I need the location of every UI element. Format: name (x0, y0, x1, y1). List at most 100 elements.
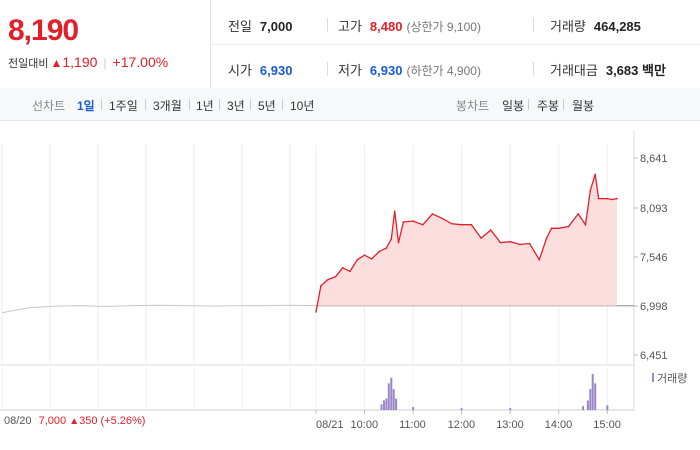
data-point (385, 247, 388, 249)
divider (145, 99, 146, 110)
prev-date: 08/20 (4, 415, 32, 427)
divider (533, 62, 534, 76)
tab-5years[interactable]: 5년 (258, 99, 276, 113)
data-point (594, 173, 596, 176)
volume-bar (606, 405, 609, 411)
data-point (371, 258, 373, 260)
change-value: 1,190 (62, 54, 98, 70)
data-point (597, 197, 600, 200)
tab-3years[interactable]: 3년 (227, 99, 245, 113)
volume-bar (392, 389, 395, 410)
x-tick-label: 12:00 (448, 419, 476, 431)
volume-bar (390, 377, 393, 410)
y-tick-label: 6,998 (640, 301, 668, 313)
candle-chart-label: 봉차트 (456, 99, 490, 113)
y-tick-label: 8,093 (640, 203, 668, 215)
divider (250, 99, 251, 110)
data-point (363, 254, 366, 256)
y-tick-label: 8,641 (640, 153, 668, 165)
tab-daily-candle[interactable]: 일봉 (502, 99, 525, 113)
quote-header: 8,190 전일대비 ▲1,190 | +17.00% 전일 7,000 시가 6,930… (0, 0, 700, 89)
tab-monthly-candle[interactable]: 월봉 (572, 99, 595, 113)
x-tick-label: 10:00 (351, 419, 379, 431)
prev-change: 350 (79, 415, 98, 427)
data-point (393, 210, 396, 212)
x-tick-label: 13:00 (496, 419, 524, 431)
data-point (356, 258, 359, 261)
data-point (589, 189, 592, 192)
volume-legend-label: 거래량 (657, 372, 687, 385)
current-price: 8,190 (8, 14, 79, 47)
tab-10years[interactable]: 10년 (290, 99, 315, 113)
stat-open: 시가 6,930 (228, 63, 293, 78)
x-tick-label: 14:00 (545, 419, 573, 431)
divider: | (103, 56, 107, 70)
stat-low: 저가 6,930 (하한가 4,900) (338, 63, 481, 78)
prev-change-percent: (+5.26%) (100, 415, 146, 427)
data-point (334, 276, 337, 278)
x-tick-label: 15:00 (593, 419, 621, 431)
divider (327, 18, 328, 32)
line-chart-label: 선차트 (32, 99, 66, 113)
header-divider (211, 44, 700, 45)
data-point (470, 223, 473, 226)
change-percent: +17.00% (112, 54, 169, 70)
change-row: 전일대비 ▲1,190 | +17.00% (8, 54, 168, 71)
data-point (550, 227, 553, 230)
tab-weekly-candle[interactable]: 주봉 (537, 99, 560, 113)
y-tick-label: 6,451 (640, 350, 668, 362)
stat-volume: 거래량 464,285 (550, 19, 641, 34)
data-point (327, 278, 329, 281)
data-point (611, 198, 613, 201)
data-point (441, 217, 444, 220)
volume-bar (395, 398, 398, 410)
data-point (490, 229, 492, 231)
divider (533, 18, 534, 32)
tab-1week[interactable]: 1주일 (109, 99, 138, 113)
data-point (499, 241, 502, 244)
tab-1year[interactable]: 1년 (196, 99, 214, 113)
change-label: 전일대비 (8, 58, 49, 70)
price-line (315, 174, 618, 313)
tab-3months[interactable]: 3개월 (153, 99, 182, 113)
volume-bar (412, 407, 415, 410)
volume-bar (460, 408, 463, 410)
data-point (545, 237, 548, 239)
data-point (315, 311, 317, 313)
data-point (402, 221, 405, 223)
volume-bar (385, 398, 388, 410)
data-point (378, 250, 380, 253)
divider (219, 99, 220, 110)
divider (327, 62, 328, 76)
data-point (412, 220, 414, 222)
divider (528, 99, 529, 110)
data-point (538, 258, 541, 261)
divider (282, 99, 283, 110)
data-point (397, 241, 400, 244)
data-point (390, 238, 393, 240)
up-arrow-icon: ▲ (50, 56, 63, 70)
x-tick-label: 08/21 (316, 419, 344, 431)
volume-bar (383, 400, 385, 410)
prev-day-line (1, 304, 317, 314)
data-point (480, 237, 482, 239)
volume-bar (589, 389, 592, 410)
y-tick-label: 7,546 (640, 252, 668, 264)
prev-day-summary: 08/20 7,000 ▲350 (+5.26%) (4, 415, 145, 427)
volume-bar (509, 408, 512, 410)
data-point (422, 223, 424, 226)
divider (101, 99, 102, 110)
data-point (341, 267, 344, 269)
data-point (519, 243, 521, 246)
volume-legend-swatch (652, 373, 654, 382)
stat-high: 고가 8,480 (상한가 9,100) (338, 19, 481, 34)
volume-bar (586, 400, 589, 410)
stat-prev-close: 전일 7,000 (228, 19, 293, 34)
volume-bar (582, 406, 584, 410)
price-box: 8,190 전일대비 ▲1,190 | +17.00% (0, 0, 211, 88)
data-point (451, 223, 453, 225)
tab-1day[interactable]: 1일 (77, 99, 95, 113)
data-point (601, 197, 604, 200)
data-point (320, 285, 322, 287)
data-point (349, 270, 351, 273)
